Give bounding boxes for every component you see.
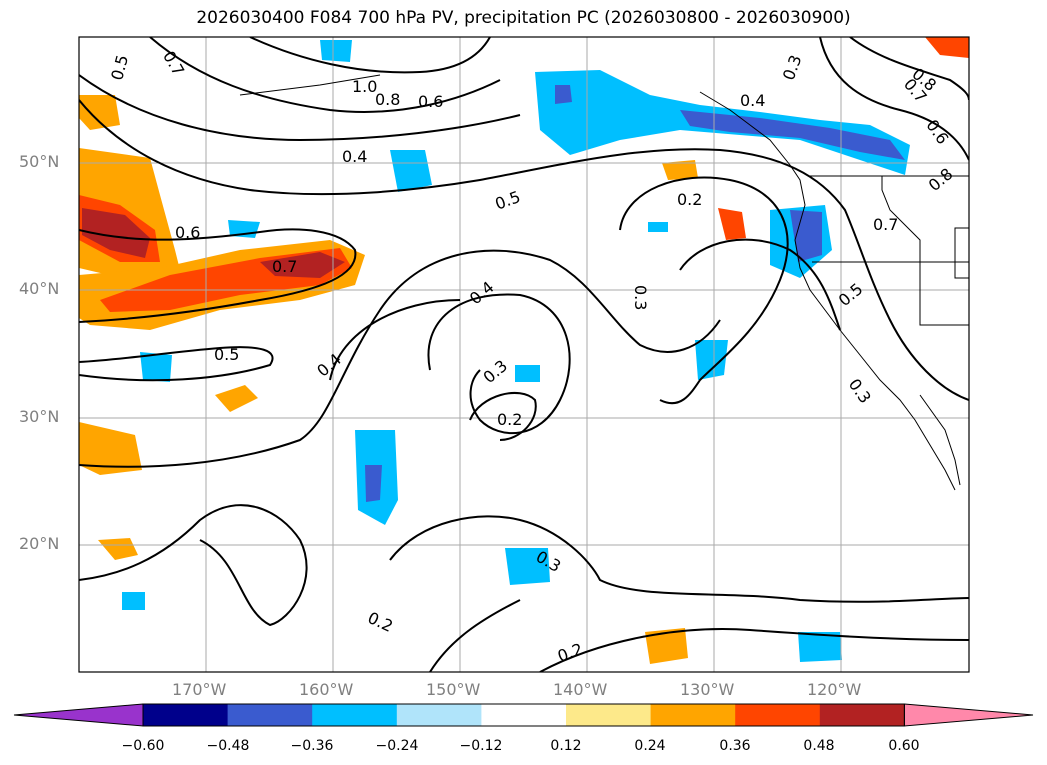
precip-negative-area	[320, 40, 352, 62]
precip-negative-area	[515, 365, 540, 382]
contour-label: 0.3	[479, 356, 511, 387]
lat-label-30n: 30°N	[19, 407, 60, 426]
precip-positive-area	[662, 160, 698, 180]
contour-label: 0.7	[159, 48, 188, 80]
lon-label-140w: 140°W	[553, 680, 608, 699]
precip-negative-area	[680, 110, 905, 160]
precip-negative-area	[122, 592, 145, 610]
contour-label: 1.0	[352, 77, 377, 96]
lon-label-120w: 120°W	[807, 680, 862, 699]
precip-positive-area	[645, 628, 688, 664]
colorbar-segment	[819, 704, 905, 726]
precip-negative-area	[365, 465, 382, 502]
colorbar-segment	[650, 704, 736, 726]
colorbar-tick: 0.24	[634, 738, 666, 754]
lat-label-20n: 20°N	[19, 534, 60, 553]
colorbar-tick: −0.48	[206, 738, 250, 754]
colorbar-tick: 0.48	[803, 738, 835, 754]
colorbar-segment	[735, 704, 821, 726]
map-title: 2026030400 F084 700 hPa PV, precipitatio…	[196, 8, 851, 28]
map-gridlines	[79, 37, 969, 672]
precip-negative-area	[648, 222, 668, 232]
colorbar-segment	[566, 704, 652, 726]
contour-label: 0.2	[365, 608, 396, 636]
contour-label: 0.7	[272, 257, 297, 276]
colorbar-tick: 0.12	[550, 738, 582, 754]
contour-label: 0.4	[466, 277, 498, 308]
contour-label: 0.4	[740, 91, 765, 110]
contour-label: 0.6	[175, 223, 200, 242]
contour-label: 0.3	[631, 285, 650, 310]
contour-label: 0.3	[779, 52, 806, 82]
contour-label: 0.6	[418, 92, 443, 111]
precip-negative-area	[505, 548, 550, 585]
colorbar-tick: 0.60	[888, 738, 920, 754]
lat-label-50n: 50°N	[19, 152, 60, 171]
lon-label-150w: 150°W	[426, 680, 481, 699]
contour-label: 0.4	[342, 147, 367, 166]
colorbar-tick: 0.36	[719, 738, 751, 754]
contour-label: 0.5	[492, 187, 522, 214]
lon-label-170w: 170°W	[172, 680, 227, 699]
colorbar-segment	[396, 704, 482, 726]
precip-positive-area	[79, 422, 142, 475]
lon-label-130w: 130°W	[680, 680, 735, 699]
lon-label-160w: 160°W	[299, 680, 354, 699]
contour-label: 0.5	[214, 345, 239, 364]
colorbar-tick: −0.60	[121, 738, 165, 754]
contour-label: 0.2	[555, 639, 585, 666]
precip-positive-area	[718, 208, 746, 240]
contour-label: 0.8	[375, 90, 400, 109]
contour-label: 0.5	[835, 279, 867, 310]
contour-label: 0.8	[925, 164, 957, 195]
precip-positive-area	[79, 95, 120, 130]
map-frame	[78, 36, 970, 673]
colorbar-segment	[143, 704, 229, 726]
colorbar-frame	[142, 703, 905, 727]
precip-positive-area	[82, 208, 150, 258]
colorbar-extend-low	[13, 703, 144, 727]
precip-negative-area	[798, 632, 842, 662]
precip-negative-area	[140, 352, 172, 382]
colorbar	[13, 703, 1034, 727]
contour-label: 0.7	[873, 215, 898, 234]
precip-negative-area	[555, 85, 572, 104]
colorbar-segment	[481, 704, 567, 726]
contour-label: 0.2	[497, 410, 522, 429]
colorbar-tick: −0.24	[375, 738, 419, 754]
precip-positive-area	[260, 252, 345, 278]
contour-label: 0.5	[107, 53, 132, 83]
contour-label: 0.2	[677, 190, 702, 209]
lat-label-40n: 40°N	[19, 279, 60, 298]
pv-contours	[79, 37, 969, 672]
colorbar-tick: −0.12	[459, 738, 503, 754]
contour-label: 0.6	[922, 116, 952, 148]
colorbar-tick: −0.36	[290, 738, 334, 754]
colorbar-segment	[312, 704, 398, 726]
colorbar-segment	[227, 704, 313, 726]
colorbar-extend-high	[903, 703, 1034, 727]
precip-negative-area	[695, 340, 728, 380]
precip-positive-area	[215, 385, 258, 412]
coastlines	[239, 74, 969, 491]
precip-positive-area	[925, 37, 969, 58]
precip-negative-area	[390, 150, 432, 192]
precip-shading	[79, 37, 969, 664]
contour-label: 0.3	[845, 375, 875, 407]
precip-positive-area	[98, 538, 138, 560]
precip-negative-area	[790, 210, 822, 262]
